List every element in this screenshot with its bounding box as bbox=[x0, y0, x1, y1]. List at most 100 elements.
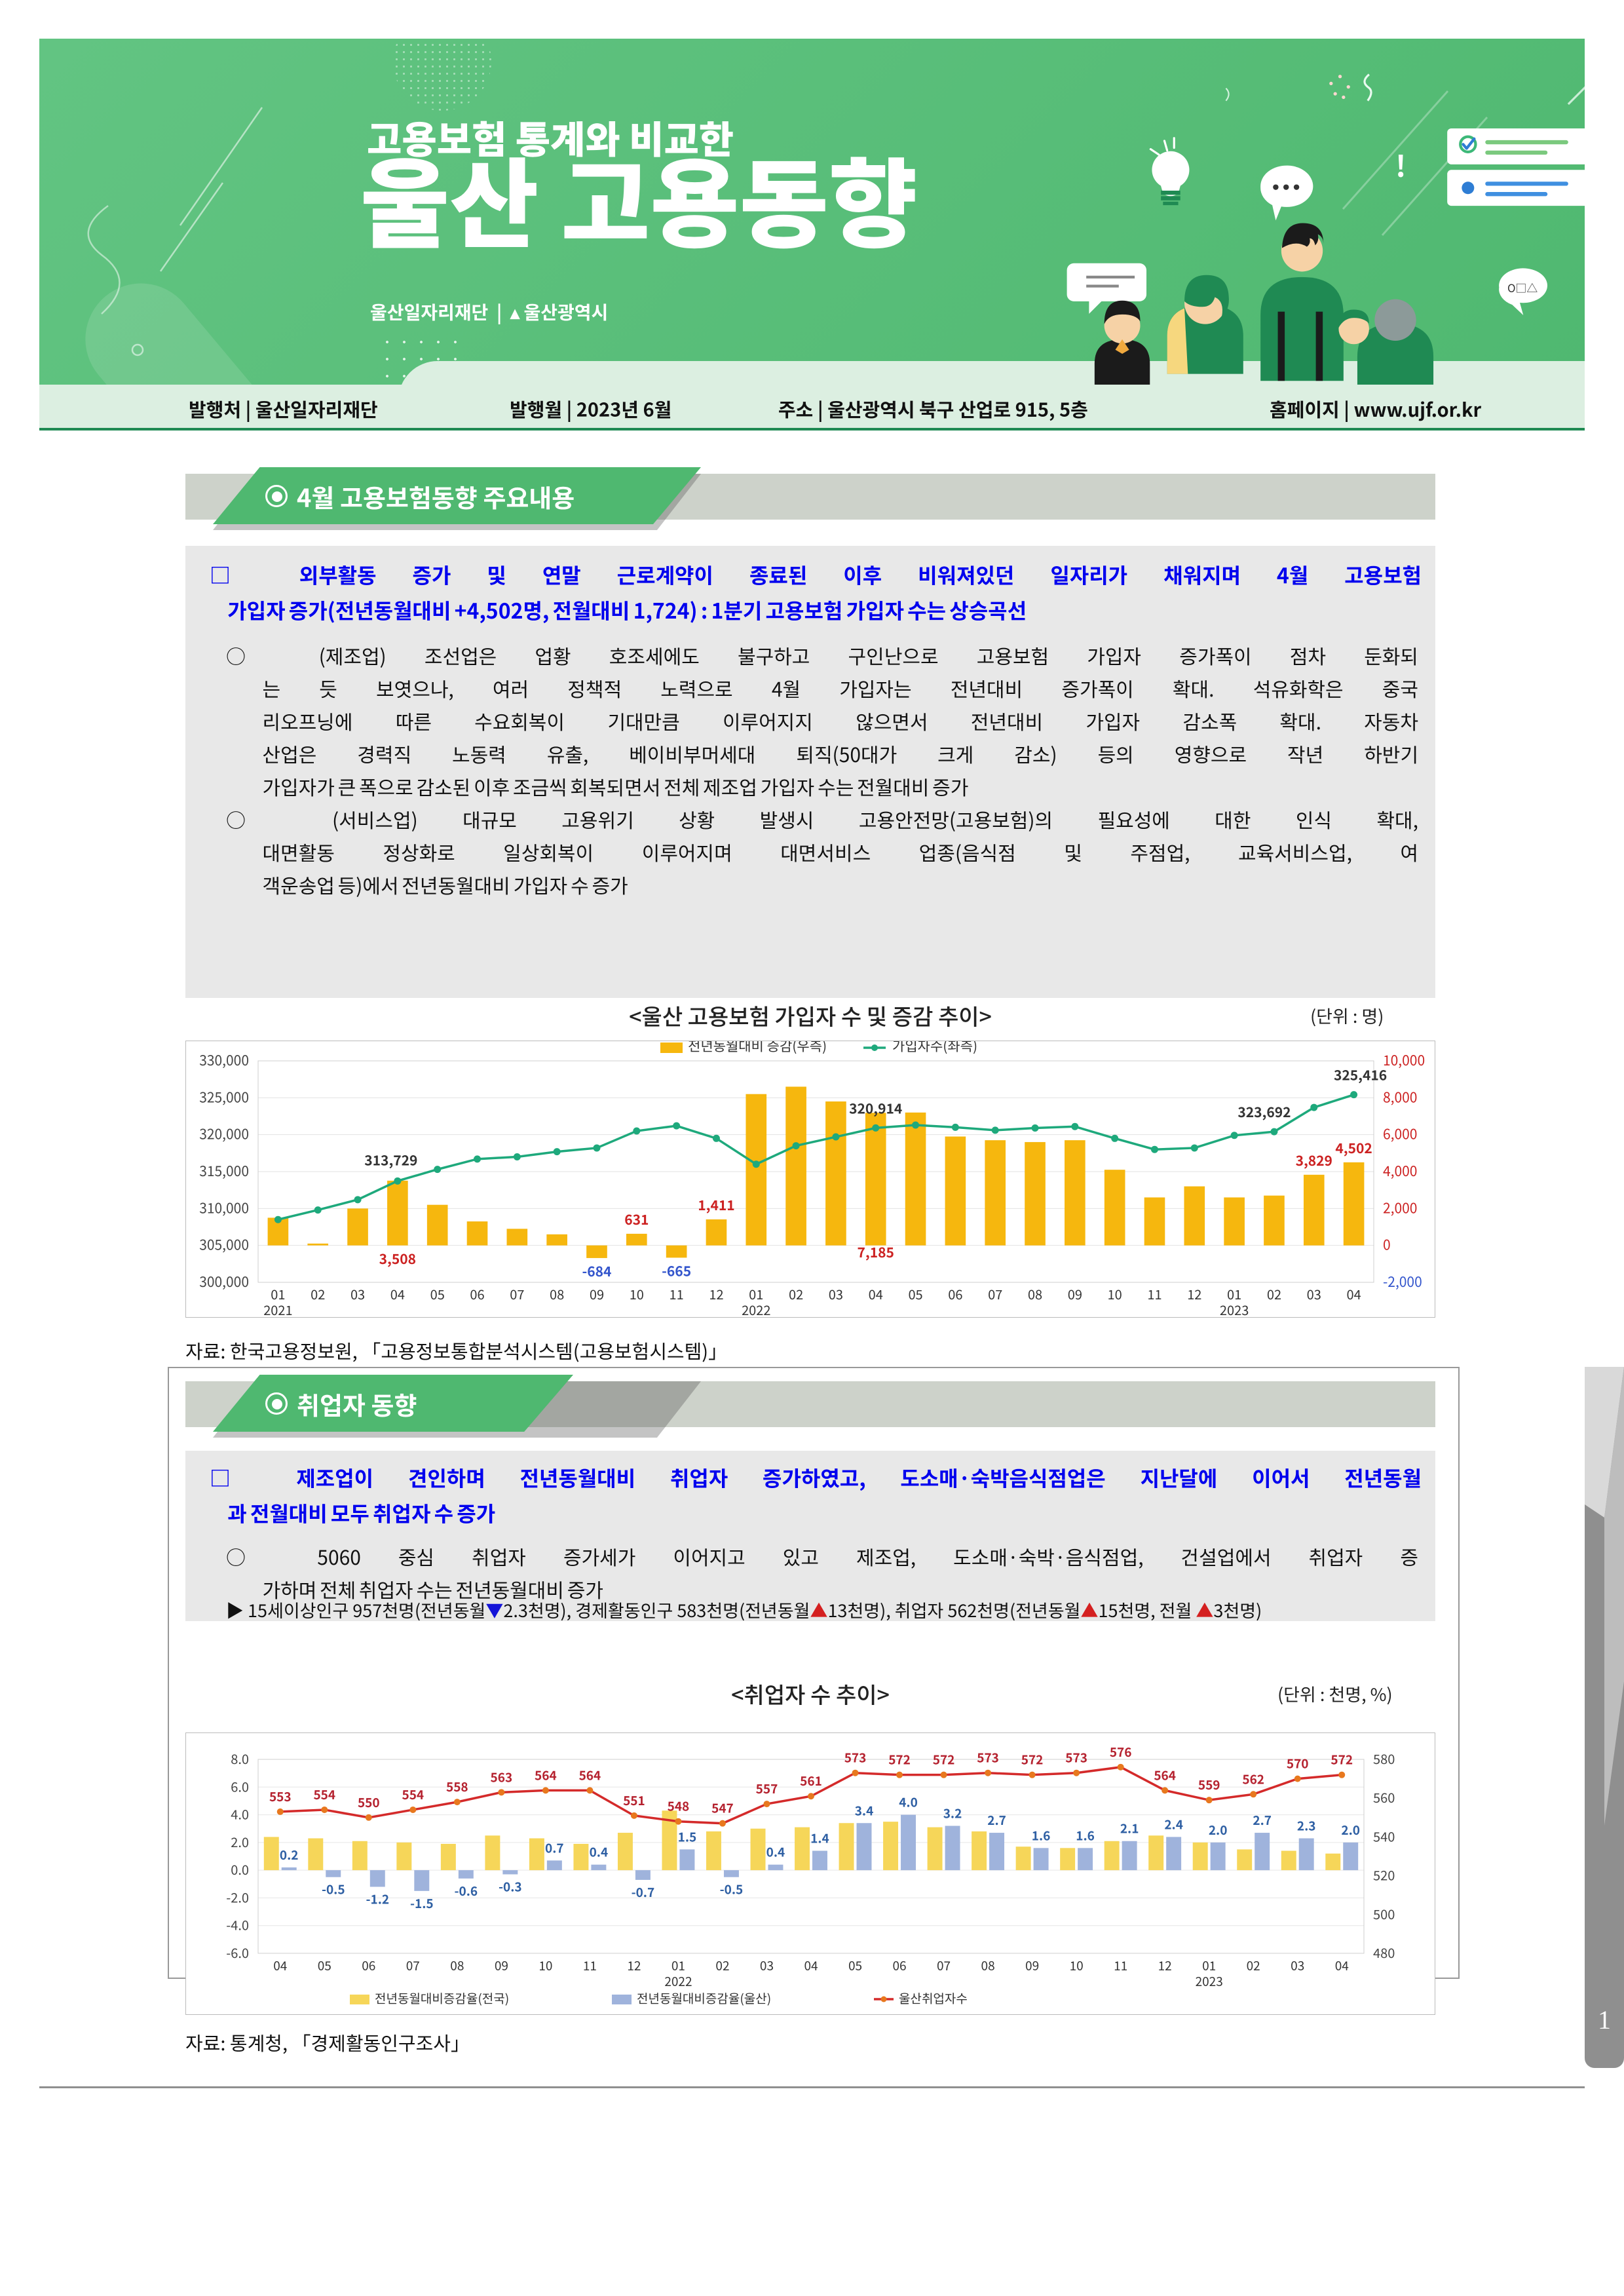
svg-text:12: 12 bbox=[627, 1957, 641, 1974]
svg-text:576: 576 bbox=[1110, 1743, 1132, 1761]
svg-text:-2.0: -2.0 bbox=[226, 1887, 249, 1906]
svg-text:02: 02 bbox=[1247, 1957, 1260, 1974]
svg-text:12: 12 bbox=[709, 1284, 723, 1303]
svg-text:04: 04 bbox=[1346, 1284, 1361, 1303]
svg-text:04: 04 bbox=[273, 1957, 287, 1974]
svg-text:547: 547 bbox=[711, 1799, 734, 1817]
svg-text:6.0: 6.0 bbox=[231, 1776, 249, 1795]
svg-text:1.4: 1.4 bbox=[810, 1829, 829, 1847]
svg-text:08: 08 bbox=[550, 1284, 564, 1303]
svg-text:3,829: 3,829 bbox=[1296, 1151, 1332, 1170]
svg-text:4.0: 4.0 bbox=[231, 1805, 249, 1824]
svg-text:1.6: 1.6 bbox=[1076, 1826, 1095, 1844]
svg-text:548: 548 bbox=[668, 1797, 690, 1815]
svg-text:11: 11 bbox=[1114, 1957, 1127, 1974]
svg-text:2022: 2022 bbox=[742, 1300, 770, 1318]
svg-text:-0.6: -0.6 bbox=[454, 1882, 478, 1900]
svg-text:320,000: 320,000 bbox=[199, 1124, 249, 1144]
svg-text:554: 554 bbox=[402, 1786, 424, 1803]
svg-text:550: 550 bbox=[358, 1793, 380, 1811]
svg-text:-1.5: -1.5 bbox=[410, 1894, 434, 1912]
svg-text:2.0: 2.0 bbox=[1209, 1821, 1228, 1839]
svg-text:2.3: 2.3 bbox=[1297, 1817, 1316, 1835]
svg-text:06: 06 bbox=[470, 1284, 484, 1303]
svg-text:2.1: 2.1 bbox=[1120, 1820, 1139, 1837]
svg-text:11: 11 bbox=[670, 1284, 684, 1303]
svg-text:323,692: 323,692 bbox=[1237, 1102, 1291, 1122]
svg-text:06: 06 bbox=[362, 1957, 375, 1974]
svg-text:-0.5: -0.5 bbox=[322, 1881, 345, 1898]
svg-text:04: 04 bbox=[804, 1957, 818, 1974]
svg-text:05: 05 bbox=[848, 1957, 862, 1974]
svg-text:05: 05 bbox=[318, 1957, 331, 1974]
svg-text:02: 02 bbox=[1267, 1284, 1281, 1303]
svg-text:2021: 2021 bbox=[263, 1300, 292, 1318]
svg-text:02: 02 bbox=[311, 1284, 325, 1303]
svg-text:03: 03 bbox=[1307, 1284, 1321, 1303]
svg-text:07: 07 bbox=[510, 1284, 524, 1303]
svg-text:2.0: 2.0 bbox=[1341, 1821, 1360, 1839]
svg-text:480: 480 bbox=[1373, 1943, 1395, 1962]
svg-text:2.0: 2.0 bbox=[231, 1832, 249, 1851]
svg-text:4,000: 4,000 bbox=[1383, 1161, 1417, 1181]
svg-text:300,000: 300,000 bbox=[199, 1272, 249, 1292]
svg-text:0: 0 bbox=[1383, 1235, 1391, 1255]
svg-text:10: 10 bbox=[538, 1957, 552, 1974]
svg-text:3.2: 3.2 bbox=[943, 1804, 962, 1822]
svg-text:500: 500 bbox=[1373, 1904, 1395, 1923]
svg-text:10,000: 10,000 bbox=[1383, 1050, 1425, 1070]
svg-text:313,729: 313,729 bbox=[364, 1150, 417, 1170]
svg-text:-6.0: -6.0 bbox=[226, 1943, 249, 1962]
svg-text:573: 573 bbox=[844, 1749, 867, 1767]
svg-text:3.4: 3.4 bbox=[855, 1801, 874, 1819]
svg-text:520: 520 bbox=[1373, 1866, 1395, 1885]
svg-text:1.6: 1.6 bbox=[1032, 1826, 1051, 1844]
svg-text:1: 1 bbox=[1598, 2005, 1611, 2035]
svg-text:08: 08 bbox=[981, 1957, 995, 1974]
svg-text:04: 04 bbox=[869, 1284, 883, 1303]
svg-text:-0.5: -0.5 bbox=[720, 1881, 744, 1898]
svg-text:02: 02 bbox=[789, 1284, 803, 1303]
svg-text:315,000: 315,000 bbox=[199, 1161, 249, 1181]
svg-text:554: 554 bbox=[313, 1786, 335, 1803]
svg-text:11: 11 bbox=[583, 1957, 597, 1974]
svg-text:-665: -665 bbox=[662, 1261, 691, 1280]
svg-text:560: 560 bbox=[1373, 1788, 1395, 1807]
svg-text:564: 564 bbox=[1154, 1766, 1176, 1784]
svg-text:8,000: 8,000 bbox=[1383, 1087, 1417, 1107]
svg-text:572: 572 bbox=[1021, 1751, 1044, 1769]
svg-text:631: 631 bbox=[624, 1210, 649, 1229]
svg-text:570: 570 bbox=[1287, 1755, 1309, 1772]
svg-text:-1.2: -1.2 bbox=[366, 1890, 389, 1908]
svg-text:320,914: 320,914 bbox=[849, 1098, 902, 1118]
svg-text:1,411: 1,411 bbox=[698, 1195, 734, 1215]
svg-text:03: 03 bbox=[760, 1957, 774, 1974]
svg-text:540: 540 bbox=[1373, 1826, 1395, 1845]
svg-text:0.7: 0.7 bbox=[545, 1839, 564, 1856]
svg-text:05: 05 bbox=[430, 1284, 445, 1303]
svg-text:564: 564 bbox=[579, 1766, 601, 1784]
svg-text:2.7: 2.7 bbox=[987, 1811, 1006, 1829]
svg-text:09: 09 bbox=[1025, 1957, 1039, 1974]
svg-text:04: 04 bbox=[390, 1284, 405, 1303]
svg-text:562: 562 bbox=[1242, 1770, 1264, 1788]
svg-text:10: 10 bbox=[1108, 1284, 1122, 1303]
svg-text:08: 08 bbox=[450, 1957, 464, 1974]
svg-text:-684: -684 bbox=[582, 1261, 612, 1281]
svg-text:06: 06 bbox=[892, 1957, 906, 1974]
svg-text:558: 558 bbox=[446, 1778, 468, 1795]
svg-text:4.0: 4.0 bbox=[899, 1793, 918, 1811]
svg-text:01: 01 bbox=[1202, 1957, 1216, 1974]
svg-text:09: 09 bbox=[590, 1284, 604, 1303]
svg-text:330,000: 330,000 bbox=[199, 1050, 249, 1070]
svg-text:573: 573 bbox=[977, 1749, 999, 1767]
svg-text:559: 559 bbox=[1198, 1776, 1220, 1793]
svg-text:8.0: 8.0 bbox=[231, 1749, 249, 1768]
svg-text:0.0: 0.0 bbox=[231, 1860, 249, 1879]
svg-text:325,000: 325,000 bbox=[199, 1087, 249, 1107]
svg-text:10: 10 bbox=[630, 1284, 644, 1303]
svg-text:06: 06 bbox=[948, 1284, 962, 1303]
svg-text:6,000: 6,000 bbox=[1383, 1124, 1417, 1144]
svg-text:-2,000: -2,000 bbox=[1383, 1272, 1422, 1292]
svg-text:01: 01 bbox=[671, 1957, 685, 1974]
